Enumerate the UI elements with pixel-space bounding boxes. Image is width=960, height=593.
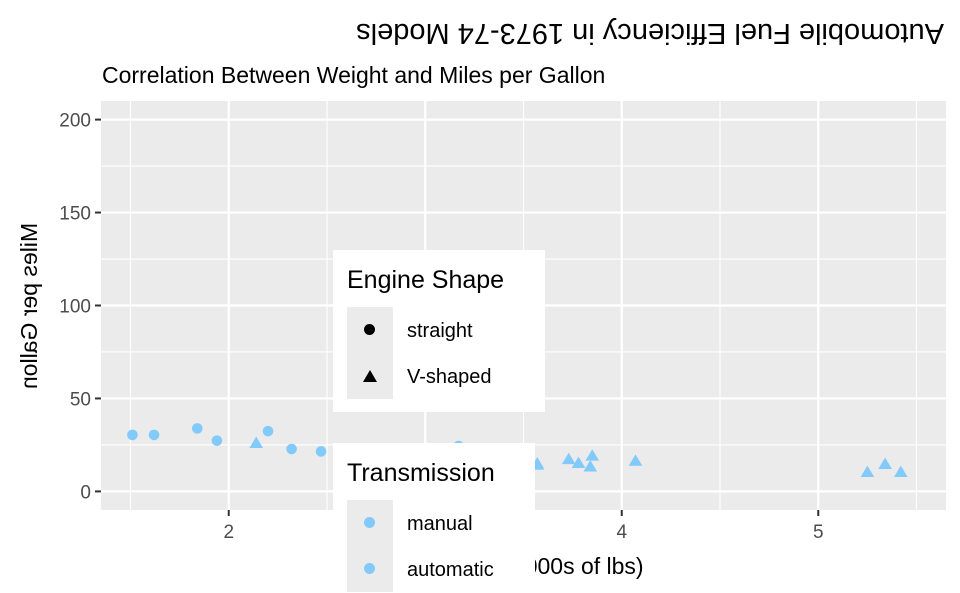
- chart-title: Automobile Fuel Efficiency in 1973-74 Mo…: [356, 17, 944, 49]
- data-point-circle: [262, 425, 274, 437]
- data-point-triangle: [878, 457, 892, 469]
- data-point-circle: [148, 429, 160, 441]
- data-point-circle: [127, 429, 138, 441]
- data-point-triangle: [628, 454, 643, 466]
- data-point-triangle: [860, 465, 875, 477]
- y-tick-label: 50: [70, 389, 91, 410]
- legend-transmission: Transmission manual automatic: [333, 443, 535, 593]
- chart-subtitle: Correlation Between Weight and Miles per…: [102, 62, 605, 88]
- data-point-circle: [315, 446, 327, 457]
- x-tick-label: 4: [616, 522, 627, 543]
- data-point-triangle: [583, 460, 598, 472]
- data-point-circle: [286, 443, 297, 455]
- x-tick-label: 5: [813, 522, 824, 543]
- axis-ticks: 0501001502002345: [59, 111, 823, 543]
- legend-title: Engine Shape: [347, 266, 505, 294]
- legend-label-straight: straight: [407, 320, 473, 342]
- circle-icon: [364, 517, 375, 528]
- triangle-icon: [363, 370, 377, 382]
- legend-key-manual: [347, 500, 393, 546]
- data-point-triangle: [571, 456, 586, 469]
- y-axis-label: Miles per Gallon: [16, 223, 42, 389]
- legend-label-manual: manual: [407, 513, 473, 535]
- x-tick-label: 2: [223, 522, 234, 543]
- data-point-circle: [191, 423, 203, 434]
- legend-engine-shape: Engine Shape straight V-shaped: [333, 250, 545, 412]
- legend-key-v-shaped: [347, 353, 393, 399]
- y-tick-label: 150: [59, 204, 91, 225]
- y-tick-label: 100: [59, 297, 91, 318]
- legend-key-straight: [347, 307, 393, 353]
- data-point-triangle: [893, 465, 908, 477]
- y-tick-label: 200: [59, 111, 91, 132]
- data-point-circle: [211, 435, 223, 446]
- circle-icon: [364, 324, 375, 335]
- data-point-triangle: [249, 436, 264, 448]
- data-point-triangle: [561, 452, 576, 465]
- data-point-triangle: [585, 449, 600, 461]
- legend-key-automatic: [347, 546, 393, 592]
- legend-label-v-shaped: V-shaped: [407, 366, 492, 388]
- legend-title: Transmission: [347, 459, 495, 487]
- legend-label-automatic: automatic: [407, 559, 494, 581]
- y-tick-label: 0: [80, 482, 91, 503]
- circle-icon: [364, 563, 375, 574]
